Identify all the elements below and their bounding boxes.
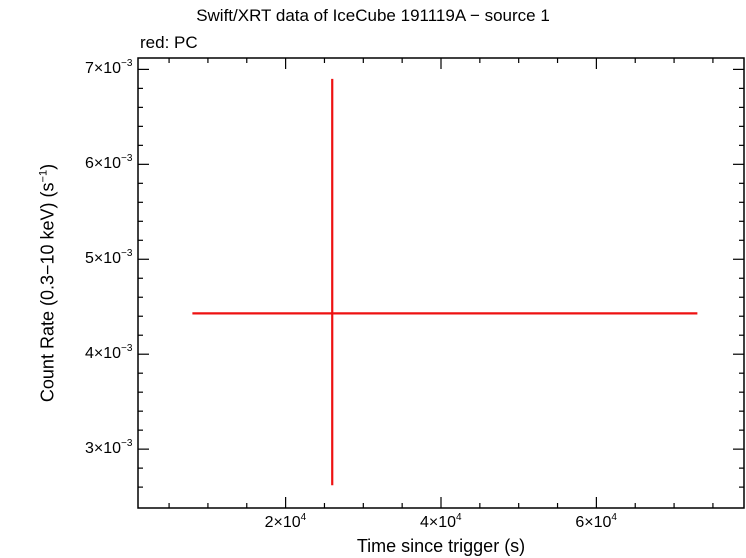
y-tick-label-exponent: −3 — [121, 153, 133, 165]
x-tick-label-exponent: 4 — [456, 512, 462, 523]
y-tick-label-mantissa: 4×10 — [85, 345, 122, 363]
y-axis-label: Count Rate (0.3−10 keV) (s−1) — [38, 164, 59, 402]
y-tick-label: 7×10−3 — [85, 58, 133, 78]
plot-frame — [137, 57, 745, 509]
y-tick-label-exponent: −3 — [121, 248, 133, 260]
y-tick-label-mantissa: 5×10 — [85, 250, 122, 268]
chart-title: Swift/XRT data of IceCube 191119A − sour… — [196, 6, 550, 25]
y-tick-label-mantissa: 6×10 — [85, 155, 122, 173]
x-tick-label-exponent: 4 — [300, 512, 307, 523]
x-tick-label-mantissa: 2×10 — [264, 514, 301, 531]
y-tick-label-exponent: −3 — [121, 343, 133, 355]
y-tick-label: 6×10−3 — [85, 153, 133, 173]
y-axis-label-exponent: −1 — [37, 169, 50, 183]
x-tick-label-mantissa: 6×10 — [575, 514, 612, 531]
y-tick-label: 4×10−3 — [85, 343, 133, 363]
y-axis-label-main: Count Rate (0.3−10 keV) (s — [37, 182, 58, 403]
y-tick-label: 3×10−3 — [85, 438, 133, 458]
y-tick-label-exponent: −3 — [121, 438, 133, 450]
x-tick-label: 6×104 — [575, 512, 617, 532]
x-tick-label-exponent: 4 — [611, 512, 617, 523]
x-axis-label: Time since trigger (s) — [356, 536, 526, 556]
chart-subtitle: red: PC — [140, 33, 198, 52]
y-tick-label-exponent: −3 — [121, 58, 133, 70]
x-tick-label: 2×104 — [264, 512, 307, 532]
y-tick-label-mantissa: 3×10 — [85, 440, 122, 458]
y-axis-label-end: ) — [37, 163, 58, 170]
x-tick-label: 4×104 — [420, 512, 462, 532]
axis-ticks — [138, 58, 744, 508]
y-tick-label-mantissa: 7×10 — [85, 60, 122, 78]
y-tick-label: 5×10−3 — [85, 248, 133, 268]
x-tick-label-mantissa: 4×10 — [420, 514, 457, 531]
data-marks — [192, 78, 698, 486]
